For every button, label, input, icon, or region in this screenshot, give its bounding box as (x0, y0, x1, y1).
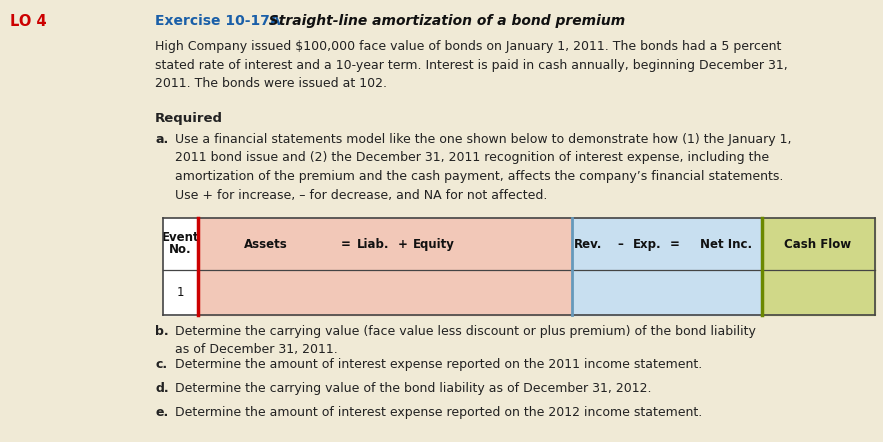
Text: a.: a. (155, 133, 169, 146)
Text: +: + (398, 237, 408, 251)
Text: High Company issued $100,000 face value of bonds on January 1, 2011. The bonds h: High Company issued $100,000 face value … (155, 40, 788, 90)
Text: b.: b. (155, 325, 169, 338)
Text: Rev.: Rev. (574, 237, 602, 251)
Text: Straight-line amortization of a bond premium: Straight-line amortization of a bond pre… (259, 14, 625, 28)
Text: c.: c. (155, 358, 167, 371)
Text: e.: e. (155, 406, 169, 419)
Text: Exercise 10-17A: Exercise 10-17A (155, 14, 281, 28)
Text: Assets: Assets (244, 237, 288, 251)
Text: Liab.: Liab. (357, 237, 389, 251)
Text: –: – (617, 237, 623, 251)
Text: Required: Required (155, 112, 223, 125)
Text: Determine the amount of interest expense reported on the 2012 income statement.: Determine the amount of interest expense… (175, 406, 702, 419)
Text: Net Inc.: Net Inc. (700, 237, 752, 251)
Text: Determine the amount of interest expense reported on the 2011 income statement.: Determine the amount of interest expense… (175, 358, 702, 371)
Text: =: = (670, 237, 680, 251)
Text: LO 4: LO 4 (10, 14, 47, 29)
Text: Equity: Equity (413, 237, 455, 251)
Text: 1: 1 (177, 286, 185, 299)
Text: d.: d. (155, 382, 169, 395)
Text: Cash Flow: Cash Flow (784, 237, 851, 251)
Text: Use a financial statements model like the one shown below to demonstrate how (1): Use a financial statements model like th… (175, 133, 791, 202)
Text: Determine the carrying value (face value less discount or plus premium) of the b: Determine the carrying value (face value… (175, 325, 756, 356)
Text: Exp.: Exp. (633, 237, 661, 251)
Text: =: = (341, 237, 351, 251)
Text: Determine the carrying value of the bond liability as of December 31, 2012.: Determine the carrying value of the bond… (175, 382, 652, 395)
Text: No.: No. (170, 243, 192, 256)
Text: Event: Event (162, 231, 200, 244)
